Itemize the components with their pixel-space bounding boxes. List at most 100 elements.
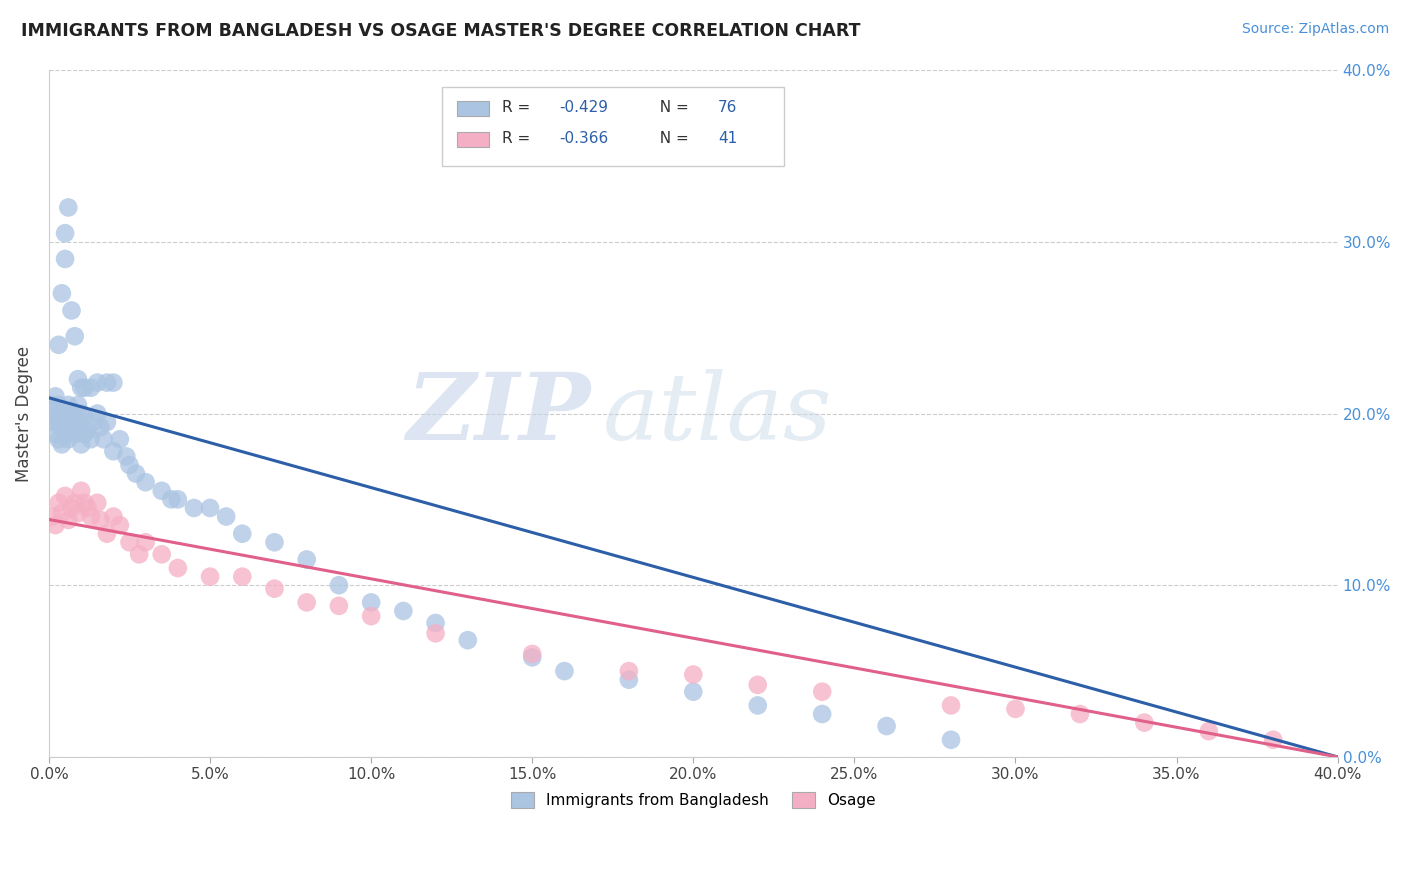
- Point: [70, 424, 93, 438]
- Point: [58, 432, 80, 446]
- Point: [1004, 702, 1026, 716]
- Point: [682, 684, 704, 698]
- Point: [160, 492, 183, 507]
- Point: [231, 526, 253, 541]
- Point: [70, 483, 93, 498]
- Point: [295, 552, 318, 566]
- Point: [86, 496, 108, 510]
- Point: [58, 415, 80, 429]
- FancyBboxPatch shape: [457, 101, 489, 116]
- Point: [231, 569, 253, 583]
- Point: [63, 427, 86, 442]
- Point: [63, 329, 86, 343]
- Point: [215, 509, 238, 524]
- Point: [166, 492, 188, 507]
- Point: [135, 475, 157, 490]
- Point: [86, 407, 108, 421]
- Point: [108, 518, 131, 533]
- Point: [44, 389, 66, 403]
- Y-axis label: Master's Degree: Master's Degree: [15, 345, 32, 482]
- Point: [51, 437, 73, 451]
- Point: [66, 398, 89, 412]
- Point: [66, 506, 89, 520]
- Point: [108, 432, 131, 446]
- Point: [89, 513, 111, 527]
- Point: [66, 372, 89, 386]
- Point: [53, 409, 76, 424]
- Point: [747, 698, 769, 713]
- Point: [44, 427, 66, 442]
- Point: [66, 415, 89, 429]
- Point: [553, 664, 575, 678]
- Point: [392, 604, 415, 618]
- Point: [457, 633, 479, 648]
- Point: [96, 415, 118, 429]
- Text: ZIP: ZIP: [406, 368, 591, 458]
- Point: [522, 647, 544, 661]
- Point: [198, 500, 221, 515]
- Point: [48, 432, 70, 446]
- Point: [125, 467, 148, 481]
- Point: [73, 381, 96, 395]
- Point: [51, 506, 73, 520]
- Point: [48, 415, 70, 429]
- Point: [63, 407, 86, 421]
- Point: [53, 252, 76, 266]
- Point: [115, 450, 138, 464]
- Point: [617, 664, 640, 678]
- Text: -0.429: -0.429: [560, 100, 609, 115]
- Point: [48, 338, 70, 352]
- Point: [103, 509, 125, 524]
- Point: [53, 489, 76, 503]
- Point: [263, 582, 285, 596]
- Point: [48, 496, 70, 510]
- Text: N =: N =: [650, 131, 693, 146]
- Point: [1263, 732, 1285, 747]
- Point: [86, 376, 108, 390]
- Point: [58, 398, 80, 412]
- Text: N =: N =: [650, 100, 693, 115]
- Point: [295, 595, 318, 609]
- Point: [682, 667, 704, 681]
- Legend: Immigrants from Bangladesh, Osage: Immigrants from Bangladesh, Osage: [505, 787, 882, 814]
- Point: [96, 526, 118, 541]
- Point: [70, 381, 93, 395]
- Point: [118, 458, 141, 472]
- Point: [118, 535, 141, 549]
- Text: R =: R =: [502, 100, 534, 115]
- Point: [80, 509, 103, 524]
- Point: [166, 561, 188, 575]
- Point: [103, 376, 125, 390]
- Point: [53, 427, 76, 442]
- Text: 41: 41: [718, 131, 737, 146]
- Point: [425, 615, 447, 630]
- Point: [150, 547, 173, 561]
- Point: [198, 569, 221, 583]
- Point: [51, 286, 73, 301]
- Point: [76, 424, 98, 438]
- Point: [876, 719, 898, 733]
- Point: [103, 444, 125, 458]
- Point: [939, 698, 962, 713]
- Point: [183, 500, 205, 515]
- Point: [51, 407, 73, 421]
- Point: [80, 432, 103, 446]
- Point: [425, 626, 447, 640]
- Point: [70, 407, 93, 421]
- Text: R =: R =: [502, 131, 534, 146]
- Point: [135, 535, 157, 549]
- Point: [44, 409, 66, 424]
- Point: [811, 706, 834, 721]
- Point: [328, 599, 350, 613]
- Point: [76, 500, 98, 515]
- Point: [522, 650, 544, 665]
- Point: [58, 513, 80, 527]
- Point: [811, 684, 834, 698]
- Point: [328, 578, 350, 592]
- Point: [80, 381, 103, 395]
- Point: [53, 226, 76, 240]
- Point: [150, 483, 173, 498]
- FancyBboxPatch shape: [457, 132, 489, 147]
- Point: [128, 547, 150, 561]
- Point: [93, 432, 115, 446]
